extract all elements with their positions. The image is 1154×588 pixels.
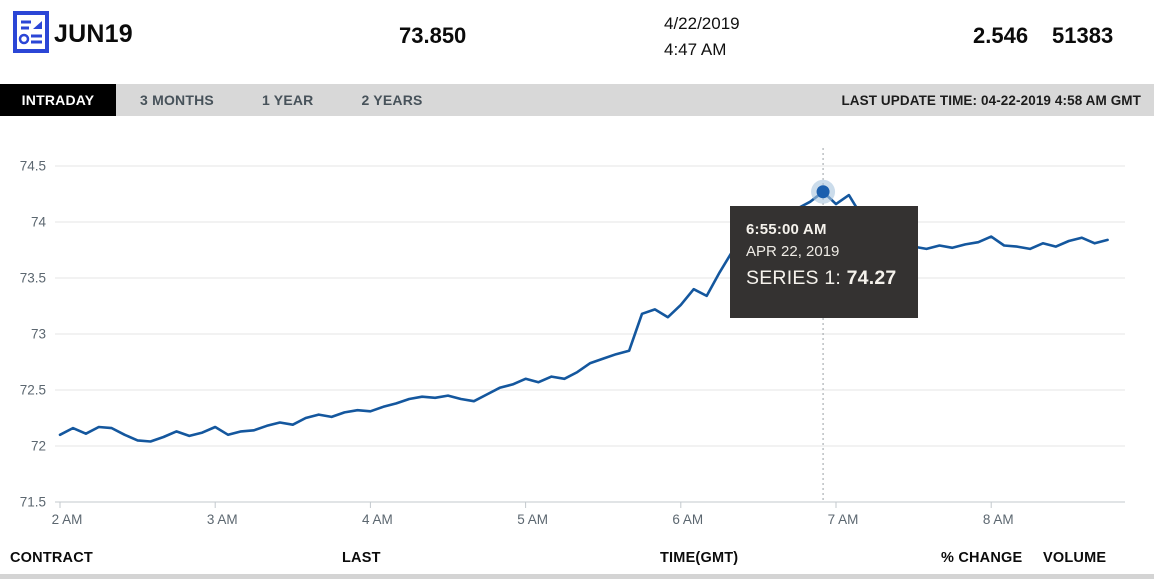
tooltip-series-label: SERIES 1: [746, 267, 842, 289]
tooltip-time: 6:55:00 AM [746, 221, 827, 238]
tab-bar-spacer [447, 84, 842, 116]
tab-2-years[interactable]: 2 YEARS [361, 92, 423, 108]
percent-change-value: 2.546 [973, 23, 1029, 48]
x-axis-tick-label: 8 AM [983, 512, 1014, 527]
y-axis-tick-label: 72.5 [20, 383, 46, 398]
column-percent-change: % CHANGE [941, 550, 1023, 566]
column-volume: VOLUME [1043, 550, 1107, 566]
price-line-series-1 [58, 190, 1109, 443]
x-axis-tick-label: 7 AM [828, 512, 859, 527]
y-axis-tick-label: 73.5 [20, 271, 46, 286]
quote-datetime: 4/22/2019 4:47 AM [664, 11, 740, 63]
quote-date: 4/22/2019 [664, 14, 740, 33]
bottom-divider [0, 574, 1154, 579]
contract-symbol: JUN19 [54, 20, 133, 48]
column-time-gmt: TIME(GMT) [660, 550, 739, 566]
x-axis-tick-label: 4 AM [362, 512, 393, 527]
last-price: 73.850 [399, 23, 467, 48]
column-last: LAST [342, 550, 381, 566]
highlight-marker-dot [816, 185, 830, 199]
table-header-row: CONTRACT LAST TIME(GMT) % CHANGE VOLUME [0, 544, 1154, 588]
tooltip-series-value: SERIES 1: 74.27 [746, 267, 902, 290]
x-axis-tick-label: 2 AM [52, 512, 83, 527]
y-axis-tick-label: 73 [31, 327, 46, 342]
x-axis-tick-label: 6 AM [672, 512, 703, 527]
chart-tooltip: 6:55:00 AM APR 22, 2019 SERIES 1: 74.27 [730, 206, 918, 318]
x-axis-tick-label: 5 AM [517, 512, 548, 527]
quote-header: JUN19 73.850 4/22/2019 4:47 AM 2.546 513… [0, 0, 1154, 82]
y-axis-tick-label: 72 [31, 439, 46, 454]
contract-report-icon [13, 11, 49, 53]
tooltip-value: 74.27 [846, 267, 897, 289]
tab-3-months[interactable]: 3 MONTHS [140, 92, 214, 108]
volume-value: 51383 [1052, 23, 1114, 48]
column-contract: CONTRACT [10, 550, 93, 566]
intraday-chart: 74.5 74 73.5 73 72.5 72 71.5 2 AM 3 AM 4 AM 5 AM 6 … [0, 116, 1154, 546]
x-axis-tick-label: 3 AM [207, 512, 238, 527]
last-update-time: LAST UPDATE TIME: 04-22-2019 4:58 AM GMT [841, 92, 1141, 108]
tab-1-year[interactable]: 1 YEAR [261, 92, 314, 108]
y-axis-tick-label: 74 [31, 215, 47, 230]
tab-intraday[interactable]: INTRADAY [0, 84, 116, 116]
tooltip-date: APR 22, 2019 [746, 243, 840, 260]
y-axis-tick-label: 74.5 [20, 159, 46, 174]
y-axis-tick-label: 71.5 [20, 495, 46, 510]
chart-canvas[interactable]: 74.5 74 73.5 73 72.5 72 71.5 2 AM 3 AM 4 AM 5 AM 6 … [0, 116, 1154, 546]
quote-time: 4:47 AM [664, 40, 727, 59]
range-tab-bar: INTRADAY 3 MONTHS 1 YEAR 2 YEARS LAST UP… [0, 84, 1154, 116]
